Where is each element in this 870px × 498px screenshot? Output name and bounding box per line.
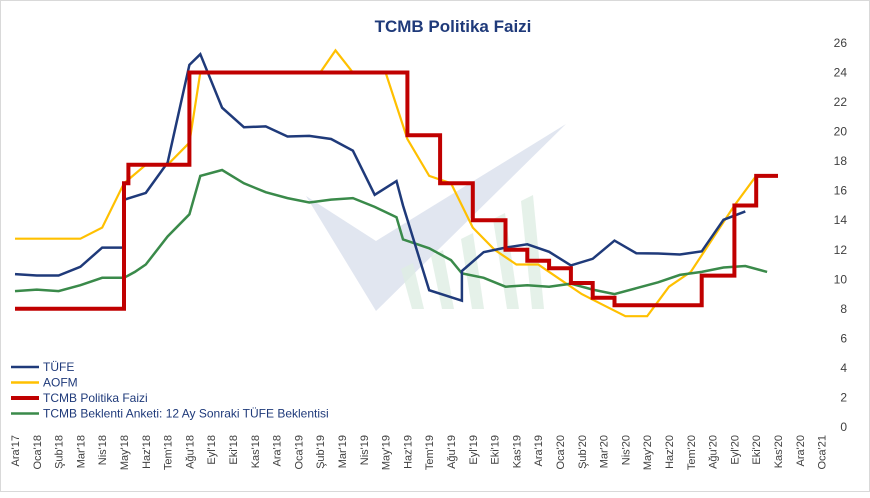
x-tick-label: Tem'19 bbox=[424, 435, 436, 470]
y-tick-label: 0 bbox=[840, 420, 847, 434]
y-tick-label: 16 bbox=[834, 184, 848, 198]
watermark-stripe bbox=[431, 250, 454, 309]
x-tick-label: Ara'17 bbox=[10, 435, 22, 466]
y-tick-label: 20 bbox=[834, 125, 848, 139]
x-tick-label: Oca'21 bbox=[817, 435, 829, 470]
x-tick-label: Oca'19 bbox=[293, 435, 305, 470]
y-tick-label: 6 bbox=[840, 331, 847, 345]
x-tick-label: Mar'20 bbox=[599, 435, 611, 468]
y-tick-label: 10 bbox=[834, 272, 848, 286]
y-tick-label: 12 bbox=[834, 243, 848, 257]
x-tick-label: Eki'20 bbox=[751, 435, 763, 465]
x-tick-label: Nis'20 bbox=[620, 435, 632, 465]
x-tick-label: Mar'19 bbox=[337, 435, 349, 468]
y-tick-label: 18 bbox=[834, 154, 848, 168]
x-tick-label: Eki'18 bbox=[228, 435, 240, 465]
y-tick-label: 2 bbox=[840, 390, 847, 404]
x-tick-label: Nis'18 bbox=[97, 435, 109, 465]
legend-label: TCMB Politika Faizi bbox=[43, 391, 148, 405]
x-tick-label: Nis'19 bbox=[359, 435, 371, 465]
x-tick-label: Haz'19 bbox=[402, 435, 414, 469]
x-tick-label: Tem'20 bbox=[686, 435, 698, 470]
x-tick-label: Kas'20 bbox=[773, 435, 785, 468]
x-tick-label: Ağu'20 bbox=[708, 435, 720, 469]
x-tick-label: Ara'20 bbox=[795, 435, 807, 466]
x-tick-label: Kas'18 bbox=[250, 435, 262, 468]
y-tick-label: 4 bbox=[840, 361, 847, 375]
legend-label: TÜFE bbox=[43, 360, 74, 374]
watermark-stripe bbox=[401, 263, 424, 309]
y-tick-label: 24 bbox=[834, 66, 848, 80]
y-tick-label: 14 bbox=[834, 213, 848, 227]
legend-label: AOFM bbox=[43, 376, 78, 390]
x-tick-label: Oca'20 bbox=[555, 435, 567, 470]
x-tick-label: Ara'19 bbox=[533, 435, 545, 466]
x-tick-label: Eki'19 bbox=[490, 435, 502, 465]
x-tick-label: Haz'18 bbox=[141, 435, 153, 469]
y-tick-label: 22 bbox=[834, 95, 848, 109]
x-tick-label: Tem'18 bbox=[163, 435, 175, 470]
x-tick-label: Şub'19 bbox=[315, 435, 327, 469]
x-tick-label: May'20 bbox=[642, 435, 654, 470]
x-tick-label: Haz'20 bbox=[664, 435, 676, 469]
y-tick-label: 8 bbox=[840, 302, 847, 316]
x-tick-label: Mar'18 bbox=[75, 435, 87, 468]
series-line bbox=[14, 168, 768, 296]
x-tick-label: Kas'19 bbox=[511, 435, 523, 468]
x-tick-label: May'19 bbox=[381, 435, 393, 470]
x-axis: Ara'17 Oca'18 Şub'18 Mar'18 Nis'18 May'18 Haz'… bbox=[10, 435, 829, 470]
y-tick-label: 26 bbox=[834, 36, 848, 50]
x-tick-label: May'18 bbox=[119, 435, 131, 470]
x-tick-label: Oca'18 bbox=[32, 435, 44, 470]
chart-title: TCMB Politika Faizi bbox=[375, 17, 532, 36]
series-line bbox=[15, 70, 778, 311]
x-tick-label: Ağu'19 bbox=[446, 435, 458, 469]
watermark-stripe bbox=[521, 195, 544, 309]
x-tick-label: Ağu'18 bbox=[184, 435, 196, 469]
x-tick-label: Eyl'19 bbox=[468, 435, 480, 465]
x-tick-label: Ara'18 bbox=[272, 435, 284, 466]
x-tick-label: Eyl'20 bbox=[729, 435, 741, 465]
watermark-check bbox=[306, 124, 566, 311]
x-tick-label: Eyl'18 bbox=[206, 435, 218, 465]
legend-label: TCMB Beklenti Anketi: 12 Ay Sonraki TÜFE… bbox=[43, 407, 329, 421]
series-lines bbox=[14, 48, 778, 318]
x-tick-label: Şub'20 bbox=[577, 435, 589, 469]
watermark-stripe bbox=[461, 233, 484, 309]
x-tick-label: Şub'18 bbox=[54, 435, 66, 469]
watermark-logo bbox=[306, 124, 566, 311]
